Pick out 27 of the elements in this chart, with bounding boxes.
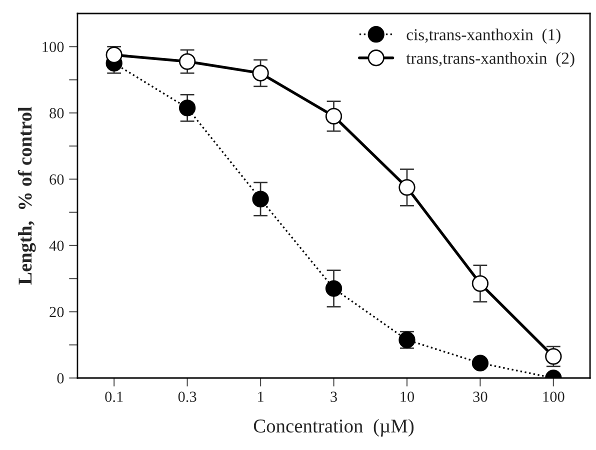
y-tick-label: 40 [49, 240, 64, 251]
y-tick-label: 20 [50, 306, 64, 318]
point [325, 280, 342, 297]
x-tick-label: 10 [400, 392, 414, 402]
y-tick-label: 60 [50, 174, 64, 185]
x-tick-label: 3 [330, 392, 337, 402]
point [472, 275, 489, 292]
point [178, 53, 196, 70]
y-axis-title: Length, % of control [18, 106, 36, 285]
point [252, 190, 269, 208]
point [106, 46, 122, 64]
legend-label: trans,trans-xanthoxin (2) [406, 52, 574, 68]
point [472, 354, 489, 372]
point [325, 108, 342, 125]
x-axis-title: Concentration (µM) [254, 418, 414, 437]
y-tick-label: 0 [57, 373, 64, 384]
y-tick-label: 80 [50, 108, 64, 118]
point [252, 64, 269, 82]
point [398, 179, 416, 196]
x-tick-label: 1 [258, 392, 264, 402]
x-tick-label: 0.1 [105, 392, 123, 402]
point [178, 100, 196, 116]
x-tick-label: 100 [543, 392, 564, 402]
x-tick-label: 30 [473, 392, 488, 402]
y-tick-label: 100 [42, 42, 64, 52]
legend-label: cis,trans-xanthoxin (1) [406, 28, 560, 44]
x-tick-label: 0.3 [178, 392, 196, 402]
